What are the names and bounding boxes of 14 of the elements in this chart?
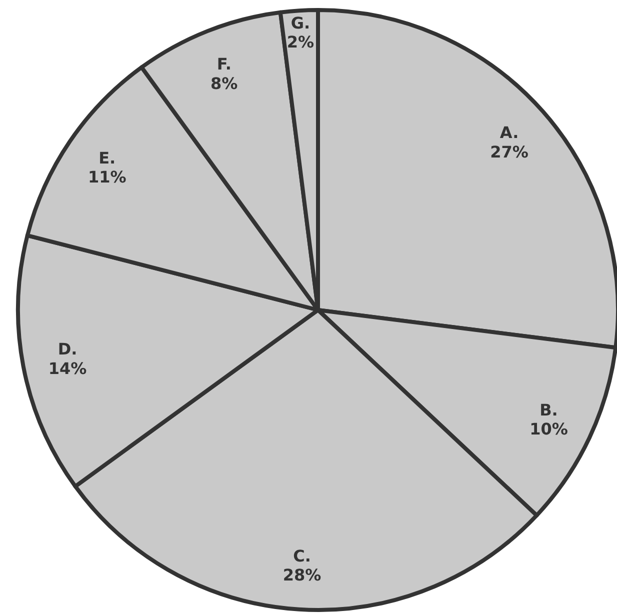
slice-label: C.	[293, 546, 311, 566]
data-label: 14%	[48, 358, 87, 378]
data-label: 2%	[286, 32, 314, 52]
data-label: 27%	[490, 142, 528, 162]
slice-label: B.	[540, 400, 558, 420]
slice-label: G.	[290, 13, 310, 32]
data-label: 11%	[88, 168, 126, 187]
slice-label: E.	[98, 148, 116, 168]
slice-label: A.	[500, 123, 519, 142]
data-label: 28%	[282, 565, 322, 584]
data-label: 10%	[530, 420, 568, 439]
data-label: 8%	[210, 74, 238, 93]
slice-label: F.	[216, 54, 232, 74]
slice-label: D.	[58, 340, 78, 359]
